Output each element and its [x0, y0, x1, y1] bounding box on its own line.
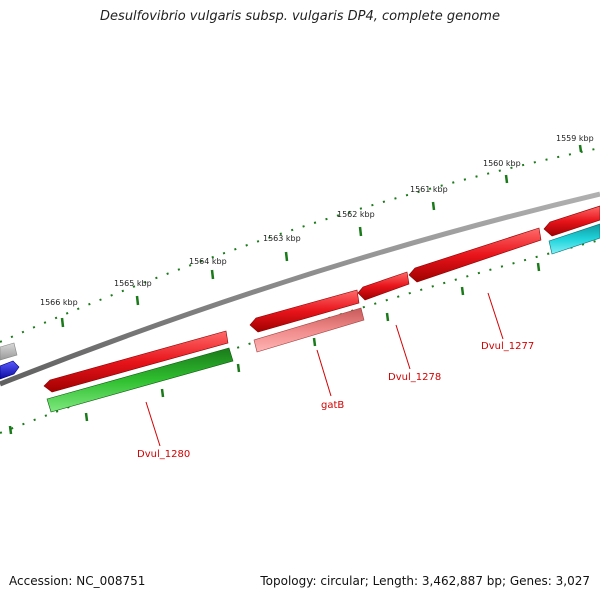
cds-forward-left[interactable]: [43, 330, 229, 393]
genome-summary-text: Topology: circular; Length: 3,462,887 bp…: [260, 574, 590, 588]
feature-blue-left[interactable]: [0, 360, 20, 380]
cds-forward-right[interactable]: [543, 205, 600, 237]
forward-strand-features: [43, 205, 600, 393]
tick-label-1565: 1565 kbp: [114, 279, 152, 288]
gene-label-dvul-1278[interactable]: Dvul_1278: [388, 372, 441, 383]
map-title: Desulfovibrio vulgaris subsp. vulgaris D…: [100, 9, 500, 24]
tick-label-1564: 1564 kbp: [189, 257, 227, 266]
tick-label-1562: 1562 kbp: [337, 210, 375, 219]
ruler-major-ticks: [8, 144, 583, 435]
gene-label-dvul-1277[interactable]: Dvul_1277: [481, 341, 534, 352]
cds-forward-gatB-region[interactable]: [249, 289, 360, 333]
tick-label-1559: 1559 kbp: [556, 134, 594, 143]
cds-reverse-dvul-1280[interactable]: [46, 347, 234, 413]
cds-forward-dvul-1278[interactable]: [357, 271, 410, 301]
label-connectors: [145, 292, 504, 447]
cds-reverse-gatB[interactable]: [253, 307, 365, 353]
cds-forward-dvul-1277[interactable]: [408, 227, 542, 283]
tick-label-1560: 1560 kbp: [483, 159, 521, 168]
gene-label-dvul-1280[interactable]: Dvul_1280: [137, 449, 190, 460]
tick-label-1561: 1561 kbp: [410, 185, 448, 194]
cds-reverse-teal[interactable]: [548, 223, 600, 255]
reverse-strand-features: [0, 223, 600, 413]
genome-backbone: [0, 191, 600, 387]
ruler-tick-labels: 1559 kbp 1560 kbp 1561 kbp 1562 kbp 1563…: [40, 134, 594, 307]
gene-label-gatB[interactable]: gatB: [321, 400, 344, 411]
feature-grey-left[interactable]: [0, 342, 18, 361]
accession-text: Accession: NC_008751: [9, 574, 146, 588]
gene-labels: Dvul_1277 Dvul_1278 gatB Dvul_1280: [137, 341, 534, 460]
tick-label-1566: 1566 kbp: [40, 298, 78, 307]
tick-label-1563: 1563 kbp: [263, 234, 301, 243]
